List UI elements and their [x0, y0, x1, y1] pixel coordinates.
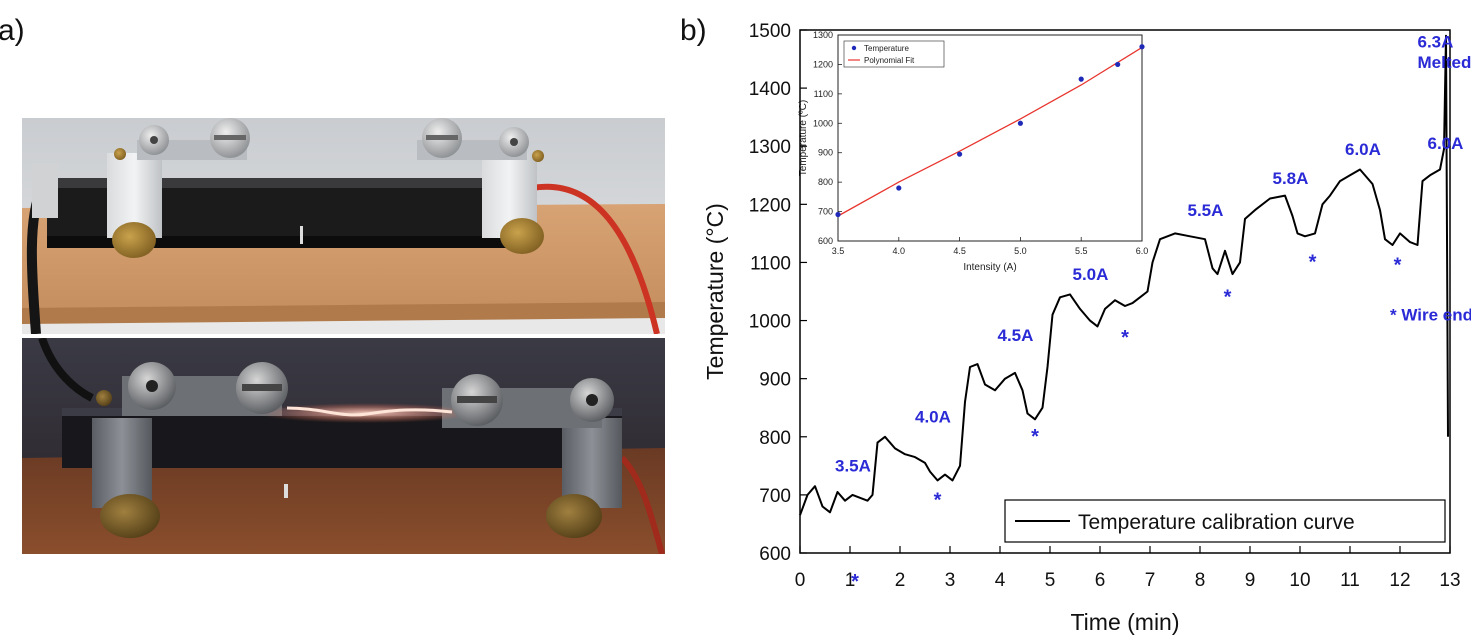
wire-end-marker: * [1309, 251, 1317, 273]
x-tick-label: 2 [895, 570, 906, 591]
main-legend: Temperature calibration curve [1004, 499, 1446, 543]
main-plot-frame [799, 29, 1451, 554]
x-tick-label: 5 [1045, 570, 1056, 591]
current-annotation: 6.0A [1345, 140, 1381, 159]
inset-polynomial-fit-line [837, 46, 1143, 217]
x-tick-label: 8 [1195, 570, 1206, 591]
photo-wire-holder-cold [22, 118, 665, 334]
x-tick-label: 12 [1389, 570, 1410, 591]
inset-y-tick-label: 1200 [813, 59, 833, 69]
current-annotation: 5.8A [1273, 169, 1309, 188]
inset-y-tick-label: 900 [818, 148, 833, 158]
inset-legend-swatch-temperature [851, 45, 857, 51]
inset-x-tick-label: 5.0 [1014, 246, 1027, 256]
wire-end-marker: * [1394, 254, 1402, 276]
inset-legend-label-temperature: Temperature [864, 44, 909, 53]
main-series [799, 34, 1449, 516]
inset-y-axis-label: Temperature (ºC) [798, 100, 809, 176]
inset-temperature-point [1078, 76, 1084, 82]
inset-x-tick-label: 6.0 [1136, 246, 1149, 256]
inset-temperature-point [1017, 120, 1023, 126]
current-annotation: 4.0A [915, 407, 951, 426]
inset-temperature-point [896, 185, 902, 191]
inset-y-tick-label: 800 [818, 177, 833, 187]
y-tick-label: 1500 [749, 21, 791, 42]
current-annotation: 3.5A [835, 457, 871, 476]
current-annotation: Melted [1418, 53, 1471, 72]
inset-x-tick-label: 3.5 [832, 246, 845, 256]
x-tick-label: 13 [1439, 570, 1460, 591]
inset-y-tick-label: 700 [818, 207, 833, 217]
x-tick-label: 4 [995, 570, 1006, 591]
current-annotation: 5.5A [1188, 201, 1224, 220]
x-tick-label: 10 [1289, 570, 1310, 591]
inset-y-tick-label: 1300 [813, 30, 833, 40]
y-axis-label: Temperature (°C) [702, 203, 728, 380]
inset-temperature-point [835, 211, 841, 218]
current-annotation: 6.0A [1428, 134, 1464, 153]
series-line-temperature-calibration [799, 34, 1449, 516]
y-tick-label: 1400 [749, 79, 791, 100]
inset-y-tick-label: 600 [818, 236, 833, 246]
main-axes: 0 1 2 3 4 5 6 7 8 9 10 11 12 136007008009001000110012… [702, 21, 1461, 635]
current-annotation: * Wire end [1390, 306, 1471, 325]
y-tick-label: 1200 [749, 195, 791, 216]
y-tick-label: 600 [759, 544, 791, 565]
panel-label-a: a) [0, 14, 25, 47]
temperature-chart: 3.5 4.0 4.5 5.0 5.5 6.06007008009001000110012… [702, 21, 1471, 635]
x-tick-label: 7 [1145, 570, 1156, 591]
x-tick-label: 0 [795, 570, 806, 591]
inset-y-tick-label: 1000 [813, 118, 833, 128]
current-annotation: 4.5A [998, 326, 1034, 345]
x-tick-label: 11 [1340, 570, 1360, 591]
x-tick-label: 9 [1245, 570, 1256, 591]
inset-plot-frame [837, 34, 1143, 242]
y-tick-label: 700 [759, 486, 791, 507]
wire-end-marker: * [1224, 286, 1232, 308]
y-tick-label: 1300 [749, 137, 791, 158]
current-annotation: 6.3A [1418, 32, 1454, 51]
x-tick-label: 1 [845, 570, 856, 591]
inset-chart: 3.5 4.0 4.5 5.0 5.5 6.0 600 700 800 900 1000 1100 12… [798, 30, 1148, 273]
wire-end-marker: * [851, 571, 859, 593]
legend-box [1004, 499, 1446, 543]
inset-legend-label-fit: Polynomial Fit [864, 56, 915, 65]
legend-label-temperature-calibration: Temperature calibration curve [1078, 511, 1355, 534]
x-axis-label: Time (min) [1070, 609, 1179, 635]
y-tick-label: 800 [759, 428, 791, 449]
inset-x-tick-label: 5.5 [1075, 246, 1088, 256]
y-tick-label: 900 [759, 370, 791, 391]
inset-y-tick-label: 1100 [814, 89, 833, 99]
panel-label-b: b) [680, 14, 707, 47]
inset-temperature-point [1139, 44, 1145, 50]
y-tick-label: 1100 [750, 253, 791, 274]
inset-legend-box [843, 40, 945, 68]
current-annotation: 5.0A [1073, 265, 1109, 284]
photo-wire-holder-glowing [22, 338, 665, 554]
y-tick-label: 1000 [749, 312, 791, 333]
x-tick-label: 3 [945, 570, 956, 591]
inset-temperature-point [1115, 61, 1121, 68]
main-annotations: 3.5A 4.0A 4.5A 5.0A 5.5A 5.8A 6.0A 6.0A 6.3A Melt… [835, 32, 1471, 593]
inset-x-tick-label: 4.5 [953, 246, 966, 256]
wire-end-marker: * [1121, 327, 1129, 349]
inset-x-axis-label: Intensity (A) [963, 262, 1016, 273]
wire-end-marker: * [934, 490, 942, 512]
x-tick-label: 6 [1095, 570, 1106, 591]
wire-end-marker: * [1031, 426, 1039, 448]
inset-x-tick-label: 4.0 [893, 246, 906, 256]
inset-temperature-point [957, 151, 963, 157]
